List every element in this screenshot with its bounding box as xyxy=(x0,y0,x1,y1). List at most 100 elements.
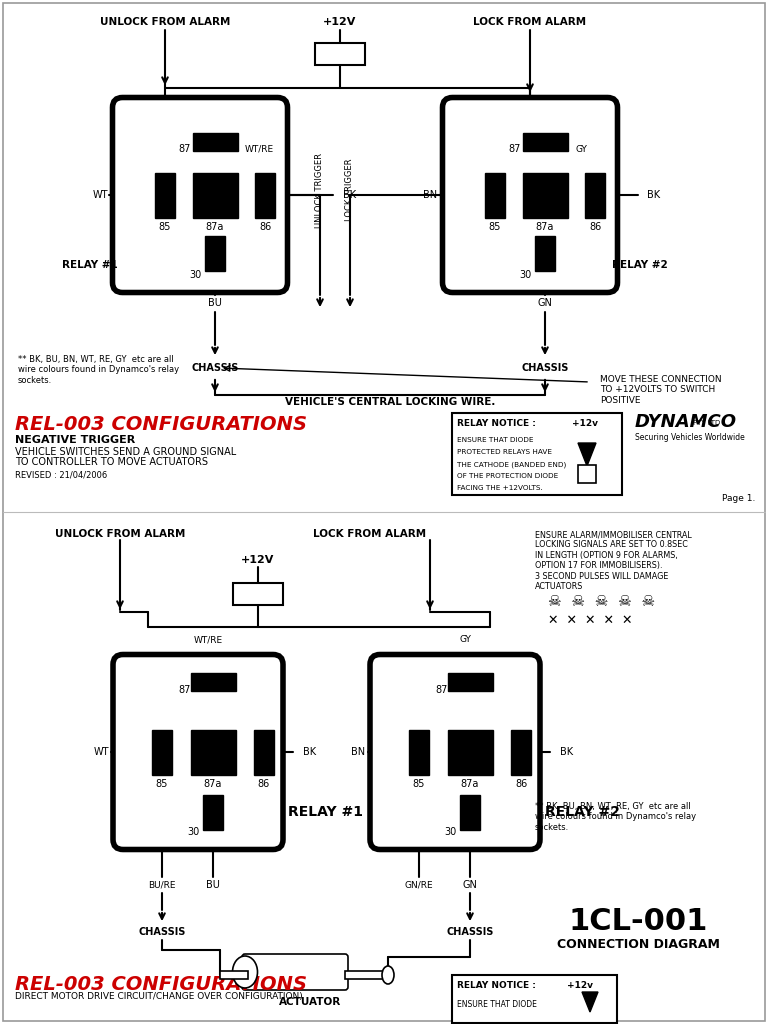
Text: CONNECTION DIAGRAM: CONNECTION DIAGRAM xyxy=(557,938,720,950)
Text: CHASSIS: CHASSIS xyxy=(446,927,494,937)
Text: VEHICLE SWITCHES SEND A GROUND SIGNAL: VEHICLE SWITCHES SEND A GROUND SIGNAL xyxy=(15,447,237,457)
FancyBboxPatch shape xyxy=(442,97,617,293)
Text: Securing Vehicles Worldwide: Securing Vehicles Worldwide xyxy=(635,432,745,441)
Text: BK: BK xyxy=(303,746,316,757)
Text: BU/RE: BU/RE xyxy=(148,881,176,890)
Text: GN: GN xyxy=(538,298,552,308)
Bar xyxy=(460,795,480,829)
Text: CHASSIS: CHASSIS xyxy=(138,927,186,937)
Text: 87a: 87a xyxy=(461,779,479,790)
Text: BK: BK xyxy=(560,746,573,757)
Bar xyxy=(452,975,617,1023)
Text: RELAY #2: RELAY #2 xyxy=(545,805,620,819)
Polygon shape xyxy=(578,443,596,466)
Text: 10A FUSE: 10A FUSE xyxy=(313,49,366,59)
FancyBboxPatch shape xyxy=(113,654,283,850)
Text: 85: 85 xyxy=(488,222,502,232)
Bar xyxy=(535,236,555,270)
Text: 86: 86 xyxy=(589,222,601,232)
Text: UNLOCK FROM ALARM: UNLOCK FROM ALARM xyxy=(100,17,230,27)
Text: 87a: 87a xyxy=(204,779,222,790)
Text: 86: 86 xyxy=(515,779,527,790)
Text: RELAY #1: RELAY #1 xyxy=(61,259,118,269)
Text: 85: 85 xyxy=(156,779,168,790)
Text: WT/RE: WT/RE xyxy=(245,144,274,154)
Text: 10A FUSE: 10A FUSE xyxy=(232,589,284,599)
Bar xyxy=(511,729,531,774)
Text: GN/RE: GN/RE xyxy=(405,881,433,890)
Ellipse shape xyxy=(382,966,394,984)
Text: 30: 30 xyxy=(444,827,456,837)
Bar xyxy=(193,133,237,151)
Text: CHASSIS: CHASSIS xyxy=(521,362,568,373)
Text: DYNAMCO: DYNAMCO xyxy=(635,413,737,431)
Text: DIRECT MOTOR DRIVE CIRCUIT/CHANGE OVER CONFIGURATION): DIRECT MOTOR DRIVE CIRCUIT/CHANGE OVER C… xyxy=(15,992,303,1001)
Bar xyxy=(409,729,429,774)
Bar xyxy=(255,172,275,217)
Bar xyxy=(254,729,274,774)
Text: WT: WT xyxy=(93,746,109,757)
Bar xyxy=(585,172,605,217)
Text: GY: GY xyxy=(575,144,587,154)
Bar xyxy=(193,172,237,217)
Text: Page 1.: Page 1. xyxy=(722,494,755,503)
Bar xyxy=(233,583,283,605)
Text: LOCK FROM ALARM: LOCK FROM ALARM xyxy=(313,529,426,539)
Text: 87a: 87a xyxy=(206,222,224,232)
Ellipse shape xyxy=(233,956,257,988)
Bar xyxy=(190,729,236,774)
Bar xyxy=(485,172,505,217)
Text: RELAY NOTICE :: RELAY NOTICE : xyxy=(457,419,536,427)
Bar xyxy=(448,729,492,774)
Text: BN: BN xyxy=(351,746,365,757)
Text: OF THE PROTECTION DIODE: OF THE PROTECTION DIODE xyxy=(457,473,558,479)
Text: TO CONTROLLER TO MOVE ACTUATORS: TO CONTROLLER TO MOVE ACTUATORS xyxy=(15,457,208,467)
Bar xyxy=(522,172,568,217)
Bar xyxy=(220,971,248,979)
Text: +12v: +12v xyxy=(572,419,598,427)
Text: 85: 85 xyxy=(159,222,171,232)
Text: 30: 30 xyxy=(519,270,531,280)
Text: ENSURE ALARM/IMMOBILISER CENTRAL
LOCKING SIGNALS ARE SET TO 0.8SEC
IN LENGTH (OP: ENSURE ALARM/IMMOBILISER CENTRAL LOCKING… xyxy=(535,530,692,591)
Text: UNLOCK TRIGGER: UNLOCK TRIGGER xyxy=(316,153,325,227)
Text: 86: 86 xyxy=(258,779,270,790)
Text: REL-003 CONFIGURATIONS: REL-003 CONFIGURATIONS xyxy=(15,415,307,434)
Text: 85: 85 xyxy=(413,779,425,790)
Text: 86: 86 xyxy=(259,222,271,232)
Bar xyxy=(315,43,365,65)
Text: THE CATHODE (BANDED END): THE CATHODE (BANDED END) xyxy=(457,461,566,468)
Text: +12V: +12V xyxy=(241,555,275,565)
Text: LOCK FROM ALARM: LOCK FROM ALARM xyxy=(473,17,587,27)
Text: WT/RE: WT/RE xyxy=(194,636,223,644)
Text: PTY LTD: PTY LTD xyxy=(693,420,720,426)
Text: REL-003 CONFIGURATIONS: REL-003 CONFIGURATIONS xyxy=(15,975,307,994)
Text: 87: 87 xyxy=(509,144,521,154)
Text: BK: BK xyxy=(343,190,356,200)
Text: ** BK, BU, BN, WT, RE, GY  etc are all
wire colours found in Dynamco's relay
soc: ** BK, BU, BN, WT, RE, GY etc are all wi… xyxy=(535,802,696,831)
Bar xyxy=(205,236,225,270)
Text: CHASSIS: CHASSIS xyxy=(191,362,239,373)
Text: ENSURE THAT DIODE: ENSURE THAT DIODE xyxy=(457,437,534,443)
Bar xyxy=(522,133,568,151)
Text: LOCK TRIGGER: LOCK TRIGGER xyxy=(346,159,355,221)
Text: BU: BU xyxy=(208,298,222,308)
Text: MOVE THESE CONNECTION
TO +12VOLTS TO SWITCH
POSITIVE: MOVE THESE CONNECTION TO +12VOLTS TO SWI… xyxy=(600,375,722,404)
Text: VEHICLE'S CENTRAL LOCKING WIRE.: VEHICLE'S CENTRAL LOCKING WIRE. xyxy=(285,397,495,407)
FancyBboxPatch shape xyxy=(370,654,540,850)
Text: PROTECTED RELAYS HAVE: PROTECTED RELAYS HAVE xyxy=(457,449,552,455)
Text: ACTUATOR: ACTUATOR xyxy=(279,997,341,1007)
Text: +12V: +12V xyxy=(323,17,356,27)
Text: BN: BN xyxy=(423,190,438,200)
Text: RELAY NOTICE :: RELAY NOTICE : xyxy=(457,981,536,989)
Polygon shape xyxy=(582,992,598,1012)
Text: ☠  ☠  ☠  ☠  ☠: ☠ ☠ ☠ ☠ ☠ xyxy=(548,595,655,609)
Text: 87a: 87a xyxy=(536,222,554,232)
Bar xyxy=(452,413,622,495)
Text: WT: WT xyxy=(93,190,108,200)
Bar xyxy=(345,971,385,979)
FancyBboxPatch shape xyxy=(112,97,287,293)
Text: ENSURE THAT DIODE: ENSURE THAT DIODE xyxy=(457,1000,537,1009)
Bar xyxy=(190,673,236,691)
Text: FACING THE +12VOLTS.: FACING THE +12VOLTS. xyxy=(457,485,543,490)
Bar xyxy=(578,465,596,483)
